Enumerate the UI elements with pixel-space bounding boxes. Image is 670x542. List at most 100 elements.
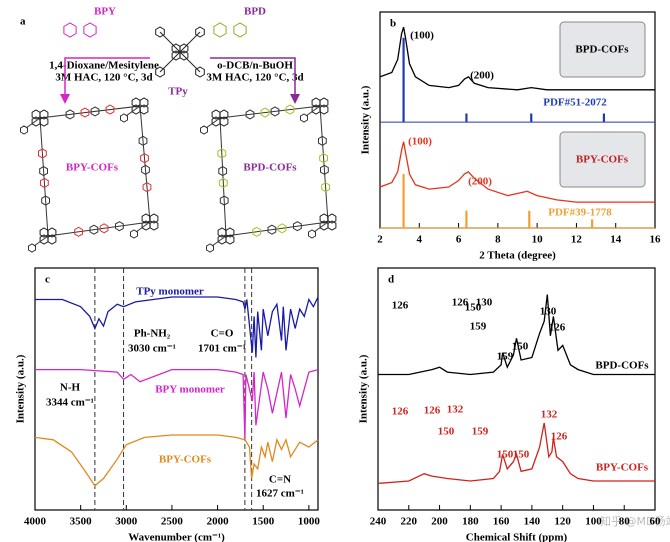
ring: [245, 109, 255, 120]
annotation: BPY monomer: [155, 384, 225, 396]
ring: [218, 166, 228, 177]
bond: [25, 117, 41, 129]
ring: [293, 221, 302, 232]
ring: [219, 116, 229, 127]
x-tick-label: 240: [370, 516, 387, 528]
ring: [115, 221, 124, 232]
annotation: 150: [497, 449, 514, 461]
spectrum-line: [379, 26, 655, 91]
ring: [149, 213, 159, 224]
ring: [217, 148, 227, 159]
ring: [213, 22, 227, 38]
x-tick-label: 1000: [298, 516, 321, 528]
watermark: 知乎 @MD杨站长: [600, 514, 670, 528]
ring: [225, 234, 235, 245]
annotation: (100): [408, 136, 432, 148]
ring: [319, 213, 329, 224]
ring: [39, 227, 49, 238]
x-tick-label: 6: [456, 234, 462, 246]
annotation: 1627 cm⁻¹: [256, 488, 304, 500]
ring: [195, 26, 205, 38]
y-axis-title: Intensity (a.u.): [360, 85, 372, 154]
annotation: BPY-COFs: [596, 462, 649, 474]
ring: [39, 109, 49, 120]
ring: [155, 66, 165, 78]
bond: [305, 105, 321, 117]
ring: [140, 153, 149, 164]
ring: [308, 229, 316, 239]
annotation: 130: [540, 306, 557, 318]
annotation: Ph-NH₂: [134, 328, 171, 340]
annotation: (200): [468, 176, 492, 188]
panel-label: a: [20, 16, 26, 28]
ring: [89, 224, 99, 235]
plot-frame: [34, 267, 319, 511]
annotation: 132: [447, 404, 464, 416]
ring: [319, 153, 328, 164]
annotation: 159: [470, 321, 487, 333]
ring: [218, 177, 228, 188]
reactant-label: BPD: [244, 6, 266, 18]
x-tick-label: 100: [585, 516, 602, 528]
bond: [125, 105, 141, 117]
x-tick-label: 12: [571, 234, 583, 246]
annotation: 3030 cm⁻¹: [128, 343, 176, 355]
bond: [313, 221, 329, 233]
x-tick-label: 4: [417, 234, 423, 246]
ring: [319, 97, 329, 108]
annotation: 159: [497, 351, 514, 363]
ring: [211, 109, 221, 120]
ring: [327, 220, 337, 231]
x-tick-label: 120: [554, 516, 571, 528]
ring: [31, 109, 41, 120]
arrow: [210, 57, 296, 100]
ring: [20, 125, 28, 135]
bond: [139, 105, 151, 223]
panel-label: c: [45, 274, 50, 286]
x-tick-label: 200: [431, 516, 448, 528]
annotation: 126: [452, 297, 469, 309]
spectrum-line: [35, 368, 319, 440]
bond: [205, 117, 221, 129]
spectrum-line: [378, 294, 655, 376]
ring: [139, 97, 149, 108]
annotation: PDF#39-1778: [548, 207, 612, 219]
ring: [260, 107, 270, 118]
ring: [206, 243, 214, 253]
ring: [99, 223, 109, 234]
structures: [20, 22, 337, 253]
ring: [139, 104, 149, 115]
product-label: BPD-COFs: [243, 162, 297, 174]
ring: [318, 135, 327, 146]
bond: [39, 105, 141, 119]
x-tick-label: 2500: [161, 516, 184, 528]
ring: [130, 229, 138, 239]
x-tick-label: 80: [619, 516, 631, 528]
condition: 3M HAC, 120 °C, 3d: [55, 72, 152, 84]
arrow-head: [290, 94, 300, 104]
annotation: 1701 cm⁻¹: [198, 343, 246, 355]
x-tick-label: 1500: [252, 516, 275, 528]
ring: [320, 164, 329, 175]
inset-label: BPD-COFs: [575, 44, 629, 56]
inset-label: BPY-COFs: [576, 154, 629, 166]
spectrum-line: [34, 434, 319, 487]
annotation: 126: [424, 405, 441, 417]
y-axis-title: Intensity (a.u.): [358, 354, 370, 423]
annotation: 159: [472, 426, 489, 438]
bond: [319, 105, 329, 223]
spectrum-line: [379, 141, 655, 203]
ring: [219, 195, 229, 206]
ring: [120, 113, 128, 123]
ring: [65, 109, 75, 120]
annotation: BPY-COFs: [159, 454, 212, 466]
ring: [38, 148, 47, 159]
annotation: 132: [541, 409, 558, 421]
ring: [39, 166, 48, 177]
annotation: C=O: [211, 328, 234, 340]
ring: [195, 66, 205, 78]
x-tick-label: 60: [650, 516, 662, 528]
ring: [90, 106, 100, 117]
x-tick-label: 3500: [70, 516, 93, 528]
